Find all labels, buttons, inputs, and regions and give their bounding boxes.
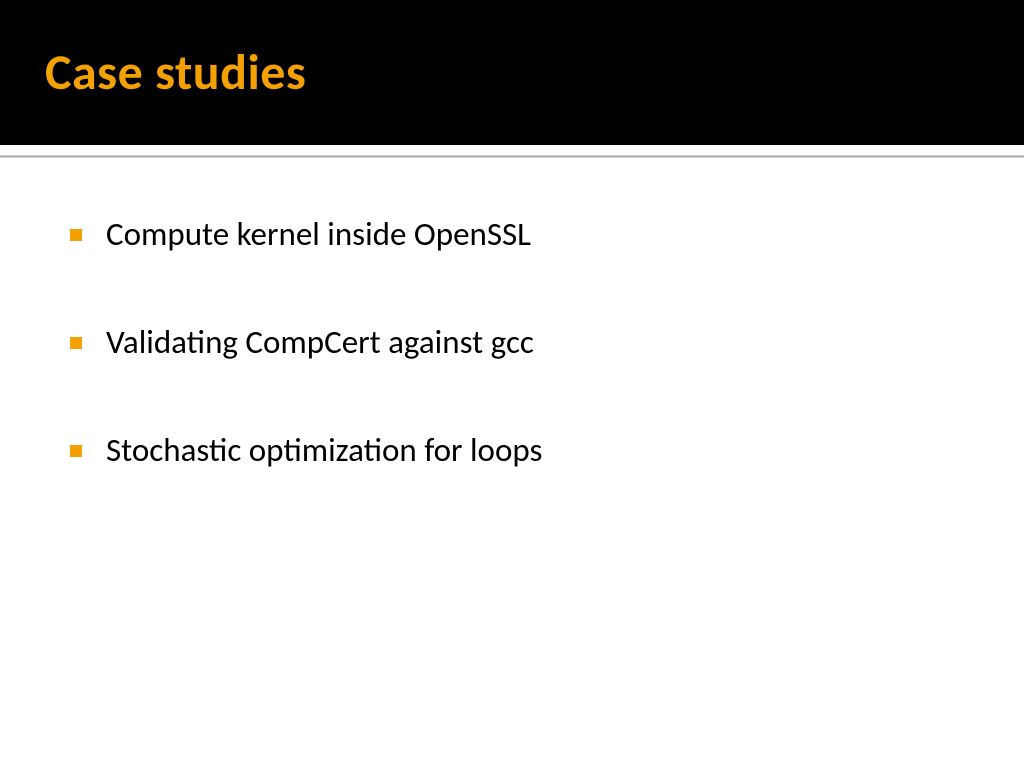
bullet-item: Stochastic optimization for loops	[70, 429, 964, 472]
slide-content: Compute kernel inside OpenSSL Validating…	[0, 158, 1024, 472]
slide-header: Case studies	[0, 0, 1024, 145]
bullet-item: Compute kernel inside OpenSSL	[70, 213, 964, 256]
bullet-icon	[70, 445, 82, 457]
bullet-icon	[70, 337, 82, 349]
bullet-item: Validating CompCert against gcc	[70, 321, 964, 364]
bullet-text: Stochastic optimization for loops	[106, 429, 542, 472]
bullet-text: Validating CompCert against gcc	[106, 321, 534, 364]
bullet-icon	[70, 229, 82, 241]
bullet-text: Compute kernel inside OpenSSL	[106, 213, 531, 256]
slide-title: Case studies	[45, 42, 306, 103]
